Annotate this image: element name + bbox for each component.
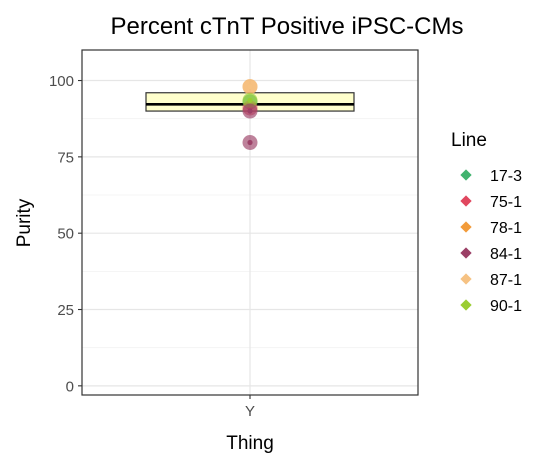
legend-swatch (460, 273, 472, 285)
y-axis: 0 25 50 75 100 (49, 73, 82, 395)
legend-item: 78-1 (460, 220, 522, 237)
data-point (242, 103, 258, 119)
point-layer (242, 79, 258, 151)
data-point-core (247, 139, 253, 146)
y-tick-label: 100 (49, 73, 74, 90)
chart-title: Percent cTnT Positive iPSC-CMs (111, 13, 464, 40)
data-point (242, 79, 258, 95)
legend-swatch (460, 299, 472, 311)
y-tick-label: 25 (57, 302, 74, 319)
x-axis: Y (245, 395, 255, 420)
y-axis-label: Purity (14, 198, 35, 247)
legend-item: 75-1 (460, 194, 522, 211)
x-axis-label: Thing (226, 433, 274, 454)
legend-title: Line (451, 130, 487, 151)
legend-label: 87-1 (490, 272, 522, 289)
legend-items: 17-3 75-1 78-1 84-1 87-1 90-1 (460, 168, 522, 315)
legend-item: 17-3 (460, 168, 522, 185)
y-tick-label: 50 (57, 226, 74, 243)
data-point-core (247, 108, 253, 114)
legend-label: 84-1 (490, 246, 522, 263)
legend-swatch (460, 169, 472, 181)
legend-label: 75-1 (490, 194, 522, 211)
legend-label: 78-1 (490, 220, 522, 237)
legend-item: 90-1 (460, 298, 522, 315)
x-tick-label: Y (245, 403, 255, 420)
data-point-core (247, 84, 253, 90)
legend: Line 17-3 75-1 78-1 84-1 87-1 90-1 (451, 130, 522, 315)
legend-label: 17-3 (490, 168, 522, 185)
legend-swatch (460, 195, 472, 207)
legend-item: 87-1 (460, 272, 522, 289)
y-tick-label: 0 (66, 378, 74, 395)
y-tick-label: 75 (57, 149, 74, 166)
legend-label: 90-1 (490, 298, 522, 315)
data-point (242, 92, 258, 108)
legend-swatch (460, 221, 472, 233)
data-point (242, 135, 258, 151)
legend-swatch (460, 247, 472, 259)
legend-item: 84-1 (460, 246, 522, 263)
data-point-core (247, 97, 253, 103)
